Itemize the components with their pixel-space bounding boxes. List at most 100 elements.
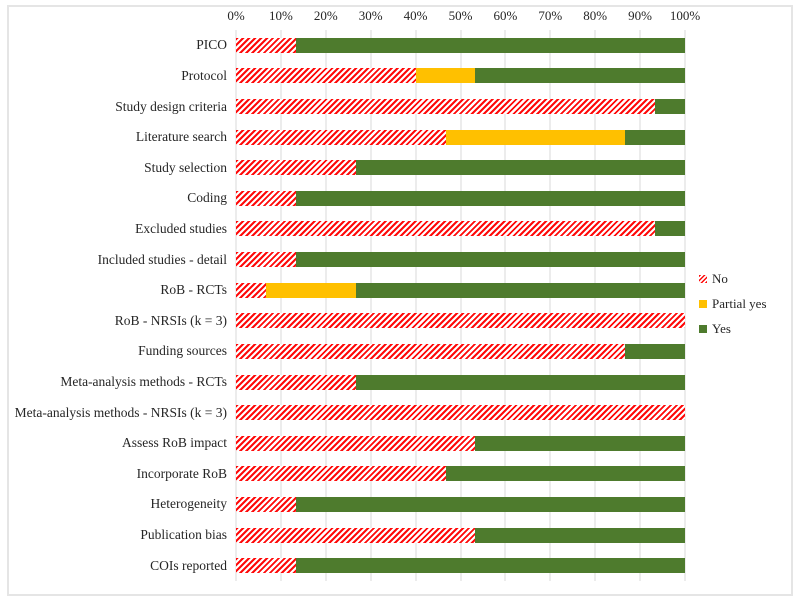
bar-segment-yes	[654, 99, 685, 115]
stacked-bar	[236, 405, 685, 421]
chart-row: Protocol	[181, 68, 685, 84]
category-label: Meta-analysis methods - RCTs	[60, 374, 227, 389]
bar-segment-no	[236, 160, 356, 176]
stacked-bar	[236, 252, 685, 268]
bar-segment-yes	[295, 37, 685, 53]
stacked-bar	[236, 466, 685, 482]
chart-row: Meta-analysis methods - RCTs	[60, 374, 685, 390]
legend-label: Yes	[712, 321, 731, 336]
gridline	[280, 30, 282, 581]
chart-row: RoB - NRSIs (k = 3)	[115, 313, 685, 329]
chart-row: PICO	[196, 37, 685, 53]
stacked-bar	[236, 37, 685, 53]
category-label: Study selection	[144, 159, 227, 175]
gridline	[370, 30, 372, 581]
legend-marker-no	[699, 275, 707, 283]
category-label: PICO	[196, 37, 227, 53]
chart-row: Heterogeneity	[151, 496, 685, 512]
x-axis-tick: 20%	[313, 8, 338, 23]
x-axis-tick: 70%	[538, 8, 563, 23]
chart-row: RoB - RCTs	[160, 282, 685, 298]
bar-segment-no	[236, 527, 476, 543]
legend-marker-yes	[699, 325, 707, 333]
stacked-bar	[236, 558, 685, 574]
legend-label: Partial yes	[712, 296, 767, 311]
x-axis-tick: 100%	[669, 8, 701, 23]
bar-segment-no	[236, 343, 626, 359]
chart-row: Study design criteria	[115, 99, 685, 115]
stacked-bar	[236, 99, 685, 115]
bar-segment-yes	[445, 466, 685, 482]
category-label: COIs reported	[150, 557, 227, 573]
bar-segment-partial	[266, 282, 356, 298]
category-label: Funding sources	[138, 343, 227, 359]
chart-row: Excluded studies	[135, 221, 685, 237]
bar-segment-no	[236, 466, 446, 482]
bar-segment-no	[236, 252, 296, 268]
bar-segment-yes	[295, 190, 685, 206]
stacked-bar	[236, 282, 685, 298]
stacked-bar	[236, 374, 685, 390]
bar-segment-no	[236, 496, 296, 512]
category-label: RoB - RCTs	[160, 282, 227, 298]
bar-segment-no	[236, 313, 685, 329]
category-label: RoB - NRSIs (k = 3)	[114, 312, 227, 328]
stacked-bar	[236, 527, 685, 543]
bar-segment-no	[236, 558, 296, 574]
chart-row: Incorporate RoB	[137, 466, 685, 482]
bar-segment-yes	[475, 527, 685, 543]
gridlines	[235, 30, 686, 581]
category-label: Protocol	[181, 67, 227, 83]
x-axis-tick: 10%	[268, 8, 293, 23]
bar-segment-yes	[355, 282, 685, 298]
stacked-bar	[236, 129, 685, 145]
gridline	[594, 30, 596, 581]
chart-row: Literature search	[136, 129, 685, 145]
bar-segment-yes	[295, 496, 685, 512]
bar-segment-yes	[654, 221, 685, 237]
category-label: Meta-analysis methods - NRSIs (k = 3)	[14, 404, 227, 420]
bar-segment-yes	[355, 374, 685, 390]
bar-segment-no	[236, 221, 655, 237]
legend-item-no: No	[699, 271, 767, 287]
chart-row: Funding sources	[138, 343, 685, 359]
chart-row: Publication bias	[140, 527, 685, 543]
gridline	[415, 30, 417, 581]
category-label: Publication bias	[140, 527, 227, 543]
x-axis-tick: 50%	[448, 8, 473, 23]
category-label: Coding	[187, 190, 227, 206]
stacked-bar	[236, 343, 685, 359]
chart-row: COIs reported	[150, 558, 685, 574]
bar-segment-yes	[295, 558, 685, 574]
bar-segment-no	[236, 374, 356, 390]
bar-segment-yes	[295, 252, 685, 268]
bar-segment-no	[236, 282, 267, 298]
stacked-bar	[236, 435, 685, 451]
stacked-bar	[236, 496, 685, 512]
stacked-bar	[236, 221, 685, 237]
category-label: Included studies - detail	[97, 251, 227, 267]
chart-row: Coding	[187, 190, 685, 206]
legend: No Partial yes Yes	[699, 271, 767, 337]
bar-segment-no	[236, 99, 655, 115]
bar-rows: PICO Protocol Study design criteria Literat…	[15, 30, 685, 581]
stacked-bar	[236, 190, 685, 206]
category-label: Study design criteria	[115, 98, 227, 114]
legend-label: No	[712, 271, 728, 286]
chart-row: Study selection	[144, 160, 685, 176]
bar-segment-yes	[475, 435, 685, 451]
category-label: Assess RoB impact	[121, 435, 227, 451]
gridline	[639, 30, 641, 581]
bar-segment-no	[236, 37, 296, 53]
gridline	[504, 30, 506, 581]
gridline	[549, 30, 551, 581]
stacked-bar	[236, 68, 685, 84]
bar-segment-yes	[355, 160, 685, 176]
gridline	[684, 30, 686, 581]
x-axis-tick: 40%	[403, 8, 428, 23]
x-axis: 0% 10% 20% 30% 40% 50% 60% 70% 80% 90% 100%	[227, 8, 700, 28]
bar-segment-no	[236, 190, 296, 206]
category-label: Incorporate RoB	[136, 465, 227, 481]
gridline	[235, 30, 237, 581]
